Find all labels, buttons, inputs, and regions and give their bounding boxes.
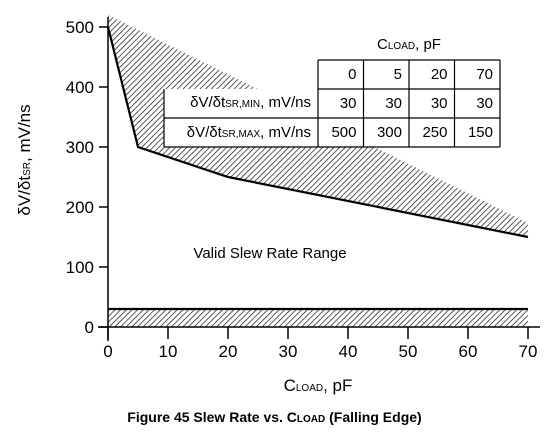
table-col-header: 0 bbox=[348, 66, 356, 83]
table-col-header: 20 bbox=[431, 66, 448, 83]
y-tick-label-500: 500 bbox=[66, 18, 94, 37]
table-cell: 30 bbox=[476, 95, 493, 112]
y-axis-label: δV/δtSR, mV/ns bbox=[15, 104, 34, 215]
series-line-sr-max bbox=[106, 26, 529, 239]
x-tick-label-30: 30 bbox=[279, 342, 298, 361]
x-tick-label-50: 50 bbox=[399, 342, 418, 361]
y-tick-label-200: 200 bbox=[66, 198, 94, 217]
x-tick-label-40: 40 bbox=[339, 342, 358, 361]
cload-table: CLOAD, pF δV/δtSR,MIN, mV/ns δV/δtSR,MAX… bbox=[163, 36, 501, 148]
hatched-region-below-min bbox=[108, 309, 528, 327]
y-tick-label-100: 100 bbox=[66, 258, 94, 277]
x-tick-label-70: 70 bbox=[519, 342, 538, 361]
table-cell: 250 bbox=[422, 124, 447, 141]
x-tick-label-0: 0 bbox=[103, 342, 112, 361]
x-tick-label-10: 10 bbox=[159, 342, 178, 361]
table-cell: 150 bbox=[468, 124, 493, 141]
table-row-label-max: δV/δtSR,MAX, mV/ns bbox=[187, 124, 311, 141]
table-cell: 300 bbox=[377, 124, 402, 141]
y-tick-label-300: 300 bbox=[66, 138, 94, 157]
table-cell: 30 bbox=[431, 95, 448, 112]
table-header: CLOAD, pF bbox=[377, 36, 441, 53]
x-tick-label-60: 60 bbox=[459, 342, 478, 361]
table-cell: 30 bbox=[340, 95, 357, 112]
table-col-header: 70 bbox=[476, 66, 493, 83]
y-tick-label-0: 0 bbox=[85, 318, 94, 337]
table-cell: 500 bbox=[331, 124, 356, 141]
x-tick-label-20: 20 bbox=[219, 342, 238, 361]
table-row-label-min: δV/δtSR,MIN, mV/ns bbox=[190, 94, 311, 111]
annotation-valid-range: Valid Slew Rate Range bbox=[193, 245, 346, 262]
table-cell: 30 bbox=[385, 95, 402, 112]
table-col-header: 5 bbox=[394, 66, 402, 83]
figure-caption: Figure 45 Slew Rate vs. CLOAD (Falling E… bbox=[127, 409, 422, 425]
y-tick-label-400: 400 bbox=[66, 78, 94, 97]
x-axis-label: CLOAD, pF bbox=[284, 376, 353, 395]
